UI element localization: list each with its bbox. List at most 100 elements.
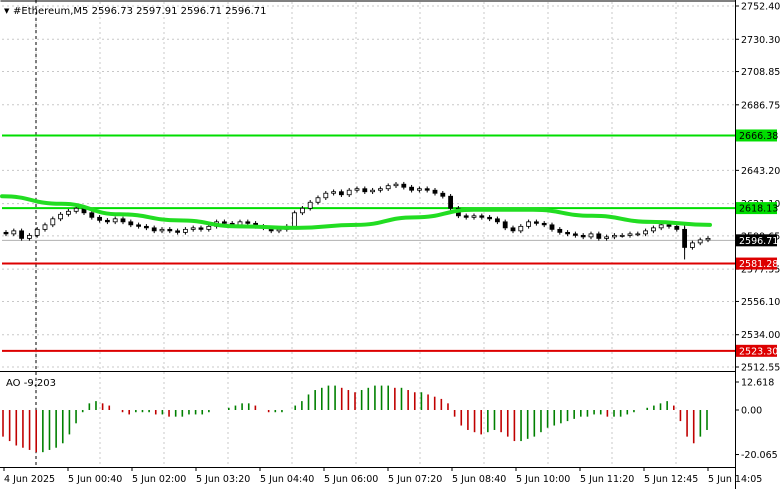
- candle-body: [573, 233, 578, 236]
- candle-body: [690, 242, 695, 248]
- candle-body: [377, 188, 383, 191]
- candle-body: [393, 183, 399, 187]
- candle-body: [362, 188, 368, 193]
- chart-header: #Ethereum,M5 2596.73 2597.91 2596.71 259…: [13, 6, 267, 17]
- candle-body: [424, 188, 430, 191]
- time-label: 5 Jun 06:00: [324, 474, 378, 485]
- price-tick-label: 2752.40: [741, 2, 780, 13]
- price-tick-label: 2730.30: [741, 35, 780, 46]
- price-label-green: 2666.38: [739, 131, 778, 142]
- candle-body: [502, 221, 508, 229]
- candle-body: [541, 222, 547, 226]
- candle-body: [3, 231, 9, 235]
- candle-body: [73, 207, 79, 212]
- candle-body: [643, 230, 648, 235]
- candle-body: [245, 221, 251, 224]
- candle-body: [292, 212, 298, 227]
- candle-body: [697, 239, 703, 244]
- candle-body: [66, 210, 71, 215]
- time-label: 5 Jun 12:45: [644, 474, 698, 485]
- price-label-current: 2596.71: [739, 236, 778, 247]
- ao-tick-label: -20.065: [741, 450, 778, 461]
- candle-body: [471, 215, 477, 218]
- candle-body: [549, 224, 555, 230]
- price-tick-label: 2643.20: [741, 166, 780, 177]
- candle-body: [651, 227, 656, 232]
- price-axis-ticks: 2752.402730.302708.852686.752643.202621.…: [735, 2, 780, 374]
- time-label: 4 Jun 2025: [4, 474, 55, 485]
- price-label-box: [736, 129, 777, 142]
- ao-axis-ticks: 12.618 0.00 -20.065: [735, 378, 778, 461]
- price-label-green: 2618.13: [739, 204, 778, 215]
- price-tick-label: 2512.55: [741, 363, 780, 374]
- ao-tick-label: 12.618: [741, 378, 774, 389]
- candle-body: [315, 197, 321, 203]
- candle-body: [331, 191, 337, 194]
- candle-body: [479, 215, 485, 218]
- price-label-red: 2581.28: [739, 259, 778, 270]
- candle-body: [190, 227, 196, 230]
- horizontal-levels[interactable]: [2, 134, 735, 352]
- candle-body: [627, 233, 633, 236]
- candle-body: [159, 228, 165, 232]
- candle-body: [97, 216, 102, 221]
- candle-body: [674, 225, 680, 230]
- candle-body: [557, 228, 563, 233]
- candle-body: [612, 234, 617, 238]
- candle-body: [120, 218, 126, 223]
- candle-body: [448, 195, 454, 209]
- price-label-box: [736, 257, 777, 270]
- candle-body: [182, 228, 188, 233]
- candle-body: [354, 188, 360, 191]
- price-label-box: [736, 234, 777, 247]
- candle-body: [370, 189, 376, 193]
- ao-title: AO -9.203: [6, 378, 56, 389]
- candle-body: [416, 188, 422, 191]
- ao-tick-label: 0.00: [741, 406, 762, 417]
- price-tick-label: 2708.85: [741, 67, 780, 78]
- candle-body: [346, 189, 352, 196]
- grid: [2, 2, 735, 467]
- candle-body: [323, 192, 329, 199]
- candle-body: [604, 236, 609, 239]
- candle-body: [143, 225, 149, 229]
- candle-body: [50, 218, 56, 226]
- candle-body: [440, 192, 446, 197]
- price-label-red: 2523.30: [739, 346, 778, 357]
- candle-body: [175, 230, 181, 233]
- candle-body: [534, 221, 539, 224]
- time-label: 5 Jun 00:40: [68, 474, 122, 485]
- candle-body: [432, 189, 438, 194]
- candle-body: [596, 233, 602, 239]
- candle-body: [705, 237, 711, 241]
- candle-body: [518, 225, 524, 232]
- time-label: 5 Jun 11:20: [580, 474, 634, 485]
- price-tick-label: 2577.55: [741, 265, 780, 276]
- candle-body: [136, 224, 142, 227]
- candle-body: [510, 227, 516, 232]
- time-label: 5 Jun 04:40: [260, 474, 314, 485]
- candle-body: [658, 224, 664, 229]
- candle-body: [580, 234, 586, 238]
- candle-body: [151, 227, 157, 232]
- candle-body: [42, 224, 48, 230]
- candle-body: [338, 191, 344, 196]
- price-tick-label: 2534.00: [741, 330, 780, 341]
- candle-body: [128, 221, 134, 226]
- time-label: 5 Jun 10:00: [516, 474, 570, 485]
- candle-body: [167, 228, 173, 232]
- candle-body: [112, 218, 118, 223]
- symbol-menu-arrow[interactable]: ▼: [4, 7, 10, 15]
- candle-body: [299, 207, 305, 214]
- awesome-oscillator-bars: [2, 385, 708, 453]
- time-axis-labels: 4 Jun 2025 5 Jun 00:40 5 Jun 02:00 5 Jun 03…: [3, 467, 762, 485]
- candle-body: [666, 224, 672, 227]
- price-label-box: [736, 344, 777, 357]
- candle-body: [526, 221, 531, 227]
- price-axis-labels: 2666.38 2618.13 2596.71 2581.28 2523.30: [736, 129, 778, 357]
- time-label: 5 Jun 02:00: [132, 474, 186, 485]
- candle-body: [401, 183, 407, 188]
- candle-body: [221, 221, 227, 224]
- candle-body: [385, 185, 391, 190]
